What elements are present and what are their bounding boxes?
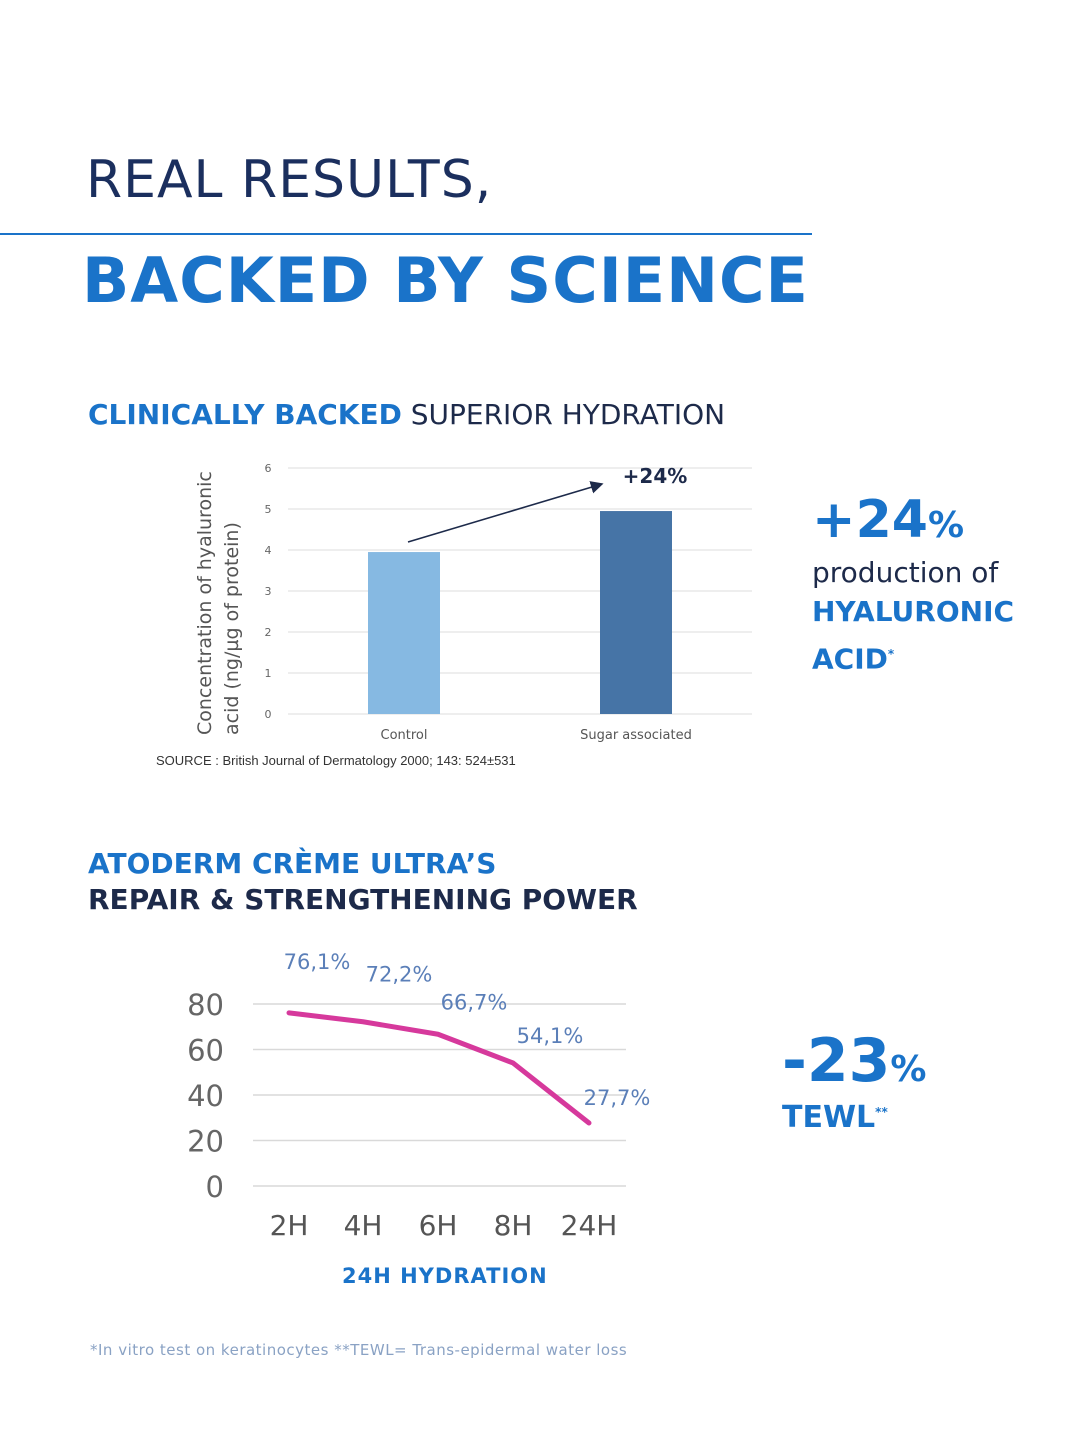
page-title-line2: BACKED BY SCIENCE <box>82 244 809 317</box>
section2-heading: ATODERM CRÈME ULTRA’S REPAIR & STRENGTHE… <box>88 846 638 918</box>
bar-chart-xtick: Control <box>381 728 428 743</box>
growth-arrow-icon <box>407 481 604 543</box>
tewl-stat: -23% TEWL** <box>782 1026 926 1135</box>
line-chart-xtick: 6H <box>419 1209 458 1242</box>
bar-control <box>368 552 440 714</box>
section1-heading-rest: SUPERIOR HYDRATION <box>401 398 726 431</box>
bar-chart-ylabel-line2: acid (ng/µg of protein) <box>221 522 243 735</box>
chart-source: SOURCE : British Journal of Dermatology … <box>156 753 516 768</box>
bar-chart-ytick: 1 <box>265 667 272 680</box>
line-chart-ytick: 80 <box>187 988 224 1022</box>
line-chart-data-label: 27,7% <box>584 1086 651 1110</box>
bar-chart-ytick: 2 <box>265 626 272 639</box>
line-chart-xtick: 24H <box>561 1209 618 1242</box>
line-chart-ytick: 40 <box>187 1079 224 1113</box>
hyaluronic-stat-highlight: HYALURONIC ACID* <box>812 595 1015 676</box>
bar-chart-ytick: 4 <box>265 544 272 557</box>
line-chart-xtick: 4H <box>344 1209 383 1242</box>
section2-heading-line1: ATODERM CRÈME ULTRA’S <box>88 847 497 880</box>
bar-sugar-associated <box>600 511 672 714</box>
hyaluronic-stat: +24% production of HYALURONIC ACID* <box>812 490 1014 680</box>
bar-chart-ytick: 3 <box>265 585 272 598</box>
bar-chart-xtick: Sugar associated <box>580 728 692 743</box>
line-chart-xtick: 8H <box>494 1209 533 1242</box>
bar-chart-ylabel-line1: Concentration of hyaluronic <box>194 471 216 735</box>
bar-chart-ytick: 0 <box>265 708 272 721</box>
line-chart-xlabel: 24H HYDRATION <box>342 1264 548 1288</box>
section1-heading-highlight: CLINICALLY BACKED <box>88 398 402 431</box>
section2-heading-line2: REPAIR & STRENGTHENING POWER <box>88 883 638 916</box>
line-chart-ytick: 0 <box>206 1170 224 1204</box>
line-chart-data-label: 76,1% <box>284 950 351 974</box>
bar-chart-annotation: +24% <box>623 464 688 488</box>
line-chart-ytick: 20 <box>187 1125 224 1159</box>
line-chart-ytick: 60 <box>187 1034 224 1068</box>
line-chart-data-label: 54,1% <box>517 1024 584 1048</box>
section1-heading: CLINICALLY BACKED SUPERIOR HYDRATION <box>88 398 725 431</box>
bar-chart-ytick: 6 <box>265 462 272 475</box>
tewl-stat-label: TEWL** <box>782 1100 888 1135</box>
bar-chart-ytick: 5 <box>265 503 272 516</box>
hyaluronic-stat-value: +24% <box>812 490 965 550</box>
title-divider <box>0 233 812 235</box>
hyaluronic-stat-text: production of <box>812 556 999 589</box>
line-chart-xtick: 2H <box>270 1209 309 1242</box>
page-title-line1: REAL RESULTS, <box>86 150 493 210</box>
footnote: *In vitro test on keratinocytes **TEWL= … <box>90 1341 628 1359</box>
line-chart-data-label: 72,2% <box>366 963 433 987</box>
tewl-stat-value: -23% <box>782 1026 927 1096</box>
tewl-series-line <box>286 1010 592 1126</box>
line-chart-data-label: 66,7% <box>441 990 508 1014</box>
